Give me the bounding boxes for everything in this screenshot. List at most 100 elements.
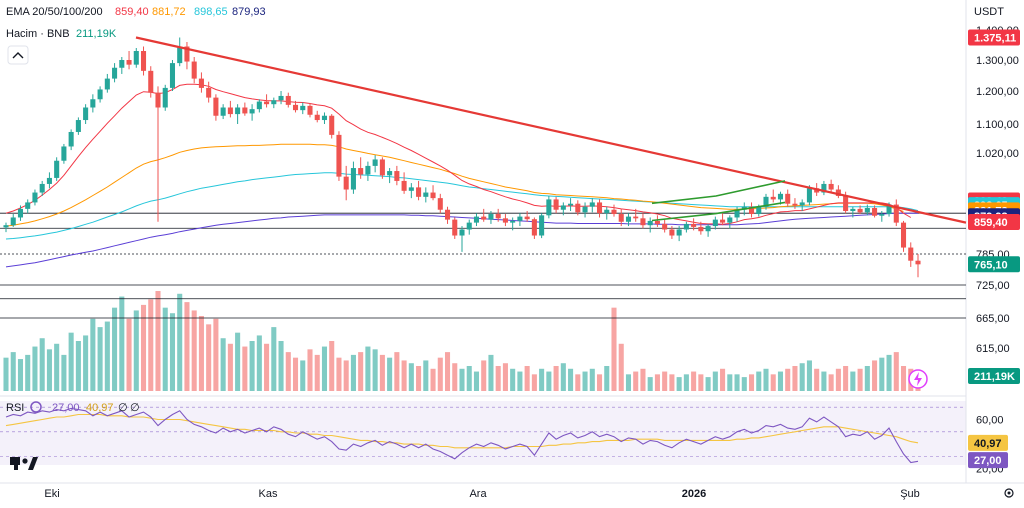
candle[interactable] [517, 213, 523, 227]
candle[interactable] [46, 172, 52, 189]
candle[interactable] [32, 189, 38, 206]
flash-icon[interactable] [908, 369, 928, 389]
candle[interactable] [177, 37, 183, 67]
candle[interactable] [387, 168, 393, 184]
candle[interactable] [68, 129, 74, 151]
candle[interactable] [792, 198, 798, 209]
candle[interactable] [314, 110, 320, 123]
candle[interactable] [39, 180, 45, 196]
candle[interactable] [915, 254, 921, 278]
candle[interactable] [307, 103, 313, 118]
channel-line[interactable] [651, 201, 786, 222]
candle[interactable] [828, 179, 834, 192]
candle[interactable] [821, 180, 827, 196]
candle[interactable] [365, 161, 371, 181]
candle[interactable] [893, 199, 899, 227]
candle[interactable] [900, 220, 907, 252]
candle[interactable] [669, 226, 675, 239]
candle[interactable] [148, 66, 154, 98]
candle[interactable] [3, 222, 9, 233]
candle[interactable] [198, 72, 204, 93]
candle[interactable] [25, 199, 31, 214]
ema200-line[interactable] [5, 212, 918, 268]
candle[interactable] [278, 91, 284, 105]
candle[interactable] [17, 205, 24, 221]
rsi-tag[interactable]: 27,00 [968, 452, 1008, 469]
candle[interactable] [712, 216, 718, 230]
candle[interactable] [698, 221, 704, 235]
candle[interactable] [227, 100, 233, 118]
candle[interactable] [61, 143, 67, 164]
legend-volume[interactable]: Hacim · BNB 211,19K [6, 28, 117, 40]
candle[interactable] [133, 48, 139, 68]
candle[interactable] [691, 218, 697, 231]
candle[interactable] [625, 213, 632, 227]
candle[interactable] [582, 202, 588, 218]
candle[interactable] [618, 208, 624, 227]
candle[interactable] [466, 219, 472, 235]
candle[interactable] [734, 206, 740, 222]
candle[interactable] [879, 211, 885, 222]
settings-gear-icon[interactable] [1004, 488, 1014, 498]
candle[interactable] [770, 189, 776, 203]
candle[interactable] [444, 206, 451, 224]
candle[interactable] [285, 92, 291, 108]
candle[interactable] [589, 198, 595, 213]
rsi-line[interactable] [5, 407, 919, 464]
candle[interactable] [705, 223, 711, 237]
candle[interactable] [321, 112, 328, 124]
candle[interactable] [155, 86, 161, 222]
candle[interactable] [191, 57, 197, 84]
tradingview-logo-icon[interactable] [10, 457, 38, 470]
candle[interactable] [10, 214, 16, 227]
rsi-tag[interactable]: 40,97 [968, 434, 1008, 451]
candle[interactable] [213, 94, 219, 121]
candle[interactable] [235, 104, 241, 124]
price-tag[interactable]: 211,19K [968, 368, 1020, 384]
candle[interactable] [184, 42, 190, 70]
candle[interactable] [864, 204, 870, 216]
candle[interactable] [539, 213, 545, 239]
candle[interactable] [112, 63, 118, 83]
candle[interactable] [654, 215, 660, 227]
candle[interactable] [481, 208, 487, 222]
candle[interactable] [553, 196, 559, 214]
candle[interactable] [249, 104, 255, 121]
candle[interactable] [857, 205, 863, 215]
candle[interactable] [126, 51, 132, 70]
candle[interactable] [242, 102, 248, 116]
candle[interactable] [763, 193, 769, 210]
candle[interactable] [75, 117, 81, 135]
candle[interactable] [292, 100, 299, 113]
trendline[interactable] [135, 36, 967, 224]
candle[interactable] [908, 242, 914, 267]
candle[interactable] [872, 205, 878, 218]
candle[interactable] [748, 202, 755, 218]
candle[interactable] [394, 165, 400, 186]
candle[interactable] [604, 206, 610, 220]
candle[interactable] [416, 180, 422, 201]
candle[interactable] [683, 221, 689, 233]
candle[interactable] [358, 157, 364, 179]
candle[interactable] [647, 217, 653, 233]
candle[interactable] [575, 200, 581, 216]
candle[interactable] [720, 213, 726, 226]
candle[interactable] [633, 208, 639, 222]
candle[interactable] [676, 226, 682, 242]
candle[interactable] [611, 204, 617, 217]
price-tag[interactable]: 765,10 [968, 256, 1020, 273]
candle[interactable] [401, 172, 407, 194]
candle[interactable] [430, 185, 436, 201]
candle[interactable] [83, 104, 89, 124]
candle[interactable] [97, 86, 103, 103]
candle[interactable] [531, 217, 537, 239]
candle[interactable] [343, 165, 349, 201]
candle[interactable] [510, 217, 516, 231]
candle[interactable] [336, 131, 342, 181]
candle[interactable] [596, 199, 603, 218]
candle[interactable] [206, 81, 212, 103]
candle[interactable] [350, 161, 356, 194]
rsi-ma-line[interactable] [5, 413, 919, 449]
price-tag[interactable]: 1.375,11 [968, 29, 1020, 46]
candle[interactable] [727, 215, 733, 229]
